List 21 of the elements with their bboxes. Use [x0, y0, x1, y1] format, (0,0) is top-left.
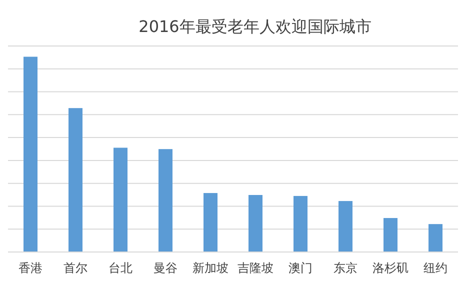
bar — [338, 201, 352, 252]
bar — [248, 194, 262, 252]
x-tick-label: 曼谷 — [154, 261, 178, 275]
bar — [68, 108, 82, 252]
x-tick-label: 新加坡 — [192, 261, 228, 275]
bar — [24, 56, 38, 252]
bar — [158, 149, 172, 252]
bar — [384, 218, 398, 252]
x-tick-label: 台北 — [108, 261, 132, 275]
x-tick-label: 澳门 — [288, 261, 312, 275]
bar — [114, 148, 128, 252]
bar — [204, 193, 218, 252]
x-tick-label: 吉隆坡 — [238, 261, 274, 275]
x-tick-label: 香港 — [18, 261, 42, 275]
x-tick-label: 洛杉矶 — [372, 261, 408, 275]
bar — [428, 224, 442, 252]
x-tick-label: 东京 — [334, 261, 358, 275]
x-tick-label: 首尔 — [64, 261, 88, 275]
bar — [294, 196, 308, 252]
x-tick-label: 纽约 — [424, 261, 448, 275]
chart-title: 2016年最受老年人欢迎国际城市 — [138, 17, 372, 36]
